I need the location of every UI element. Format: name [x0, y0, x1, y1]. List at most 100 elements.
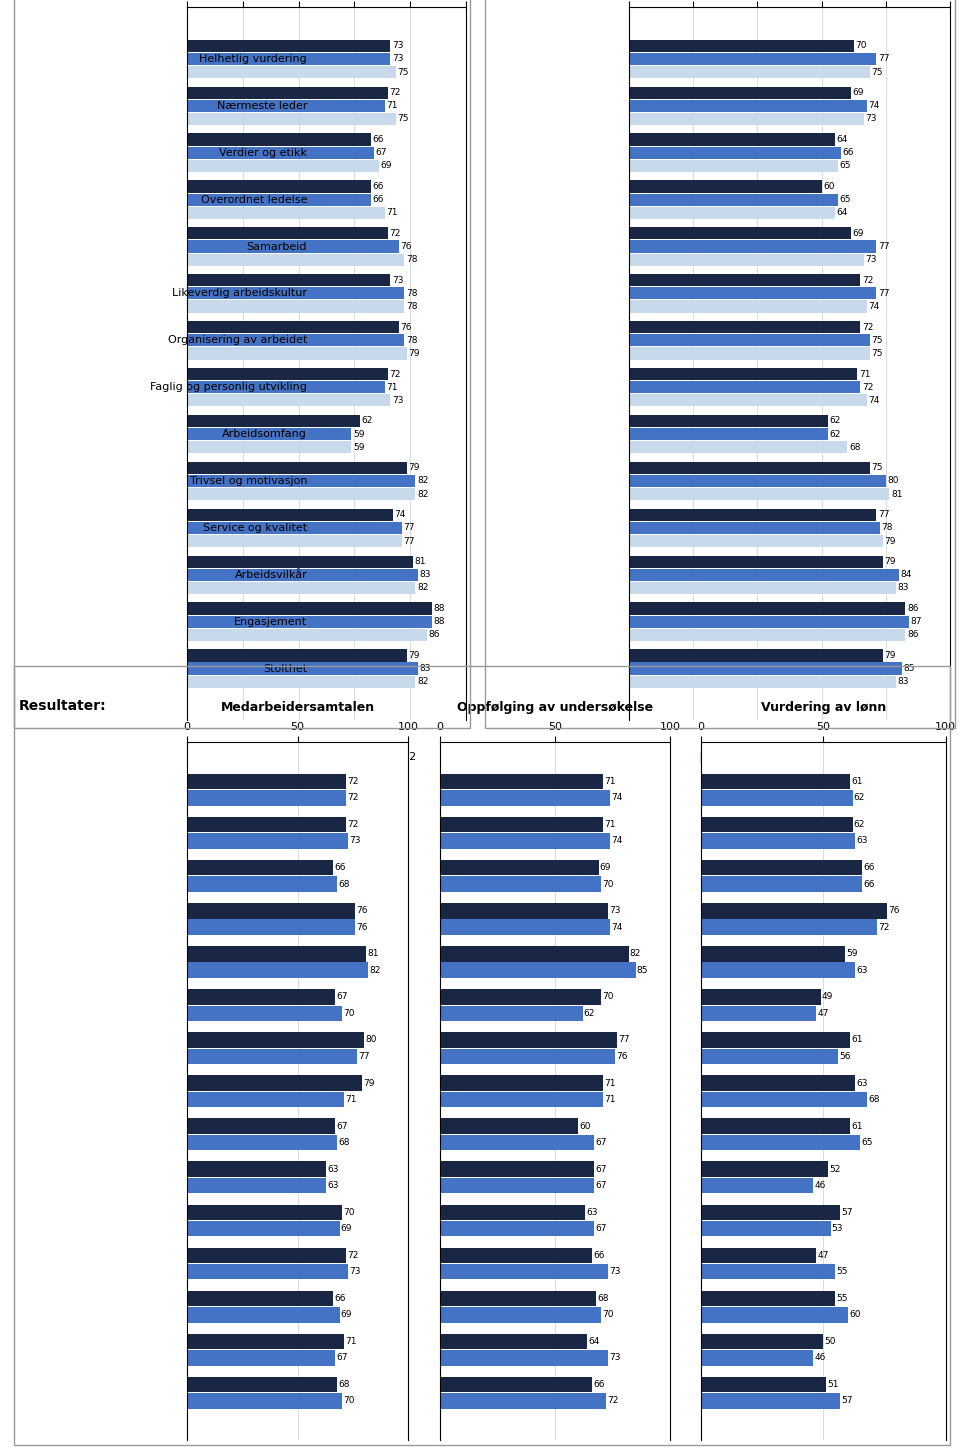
Bar — [187, 904, 355, 918]
Text: 57: 57 — [842, 1397, 853, 1406]
Bar — [440, 1264, 608, 1279]
Bar — [187, 1291, 333, 1307]
Bar — [629, 394, 867, 406]
Bar — [187, 207, 385, 218]
Text: 76: 76 — [356, 906, 368, 915]
Bar — [187, 39, 391, 52]
Bar — [440, 1291, 596, 1307]
Bar — [629, 147, 841, 159]
Bar — [187, 240, 398, 253]
Text: Trivsel og motivasjon: Trivsel og motivasjon — [190, 476, 307, 486]
Bar — [187, 1032, 364, 1048]
Text: Arbeidsomfang: Arbeidsomfang — [223, 429, 307, 439]
Bar — [187, 194, 371, 205]
Bar — [701, 1161, 828, 1177]
Bar — [629, 569, 899, 581]
Bar — [701, 1264, 835, 1279]
Bar — [629, 415, 828, 428]
Text: 66: 66 — [843, 148, 854, 157]
Text: 71: 71 — [605, 1096, 616, 1104]
Text: 62: 62 — [853, 821, 865, 829]
Bar — [187, 415, 360, 428]
Text: 73: 73 — [349, 837, 361, 845]
Text: 50: 50 — [825, 1337, 836, 1346]
Text: 60: 60 — [579, 1122, 590, 1131]
Text: 66: 66 — [593, 1251, 605, 1260]
Bar — [440, 1205, 585, 1221]
Text: 72: 72 — [348, 821, 359, 829]
Bar — [440, 1049, 614, 1064]
Bar — [701, 989, 821, 1004]
Text: 61: 61 — [852, 1036, 863, 1045]
Bar — [440, 1032, 617, 1048]
Text: 82: 82 — [630, 949, 641, 959]
Text: 69: 69 — [852, 89, 864, 97]
Bar — [629, 134, 834, 146]
Text: 86: 86 — [428, 630, 440, 639]
Text: 78: 78 — [406, 255, 418, 265]
Text: 70: 70 — [855, 41, 867, 51]
Bar — [701, 1032, 851, 1048]
Bar — [629, 629, 905, 640]
Bar — [187, 1394, 342, 1408]
Bar — [187, 381, 385, 393]
Text: Samarbeid: Samarbeid — [247, 242, 307, 252]
Legend: 2009, 2010, 2012: 2009, 2010, 2012 — [232, 748, 420, 767]
Bar — [187, 860, 333, 876]
Text: 72: 72 — [348, 777, 359, 786]
Text: 80: 80 — [365, 1036, 376, 1045]
Text: 77: 77 — [403, 537, 415, 546]
Text: 70: 70 — [343, 1397, 354, 1406]
Bar — [187, 1091, 344, 1107]
Bar — [701, 1005, 816, 1021]
Bar — [440, 1091, 603, 1107]
Text: 74: 74 — [612, 922, 623, 931]
Bar — [629, 87, 851, 99]
Text: 79: 79 — [884, 537, 896, 546]
Bar — [440, 920, 611, 936]
Text: 51: 51 — [827, 1381, 838, 1390]
Bar — [629, 368, 857, 380]
Bar — [629, 39, 854, 52]
Bar — [187, 629, 426, 640]
Text: 63: 63 — [327, 1181, 339, 1190]
Text: 77: 77 — [403, 524, 415, 533]
Bar — [440, 1005, 583, 1021]
Text: 59: 59 — [353, 429, 365, 438]
Bar — [701, 1091, 867, 1107]
Text: 82: 82 — [417, 677, 428, 687]
Text: 65: 65 — [839, 162, 851, 170]
Bar — [629, 52, 876, 65]
Bar — [187, 322, 398, 333]
Text: 79: 79 — [409, 463, 420, 473]
Text: 66: 66 — [864, 863, 876, 872]
Bar — [440, 1307, 601, 1323]
Bar — [187, 1005, 342, 1021]
Bar — [187, 487, 416, 501]
Bar — [187, 649, 407, 662]
Bar — [629, 348, 870, 359]
Text: 86: 86 — [907, 604, 919, 613]
Bar — [187, 180, 371, 192]
Text: Engasjement: Engasjement — [234, 617, 307, 627]
Text: 66: 66 — [593, 1381, 605, 1390]
Text: 71: 71 — [605, 1078, 616, 1087]
Text: 75: 75 — [397, 115, 409, 124]
Text: 75: 75 — [872, 336, 883, 345]
Text: Nærmeste leder: Nærmeste leder — [217, 100, 307, 111]
Text: 67: 67 — [336, 1122, 348, 1131]
Bar — [629, 474, 886, 487]
Text: 71: 71 — [386, 102, 397, 111]
Text: 74: 74 — [612, 793, 623, 802]
Bar — [440, 1334, 588, 1349]
Text: 81: 81 — [414, 557, 425, 566]
Bar — [629, 65, 870, 79]
Bar — [440, 1179, 594, 1193]
Text: 60: 60 — [849, 1311, 860, 1320]
Text: 81: 81 — [367, 949, 378, 959]
Text: 77: 77 — [618, 1036, 630, 1045]
Bar — [629, 487, 889, 501]
Bar — [187, 834, 348, 848]
Text: 76: 76 — [888, 906, 900, 915]
Bar — [629, 556, 883, 567]
